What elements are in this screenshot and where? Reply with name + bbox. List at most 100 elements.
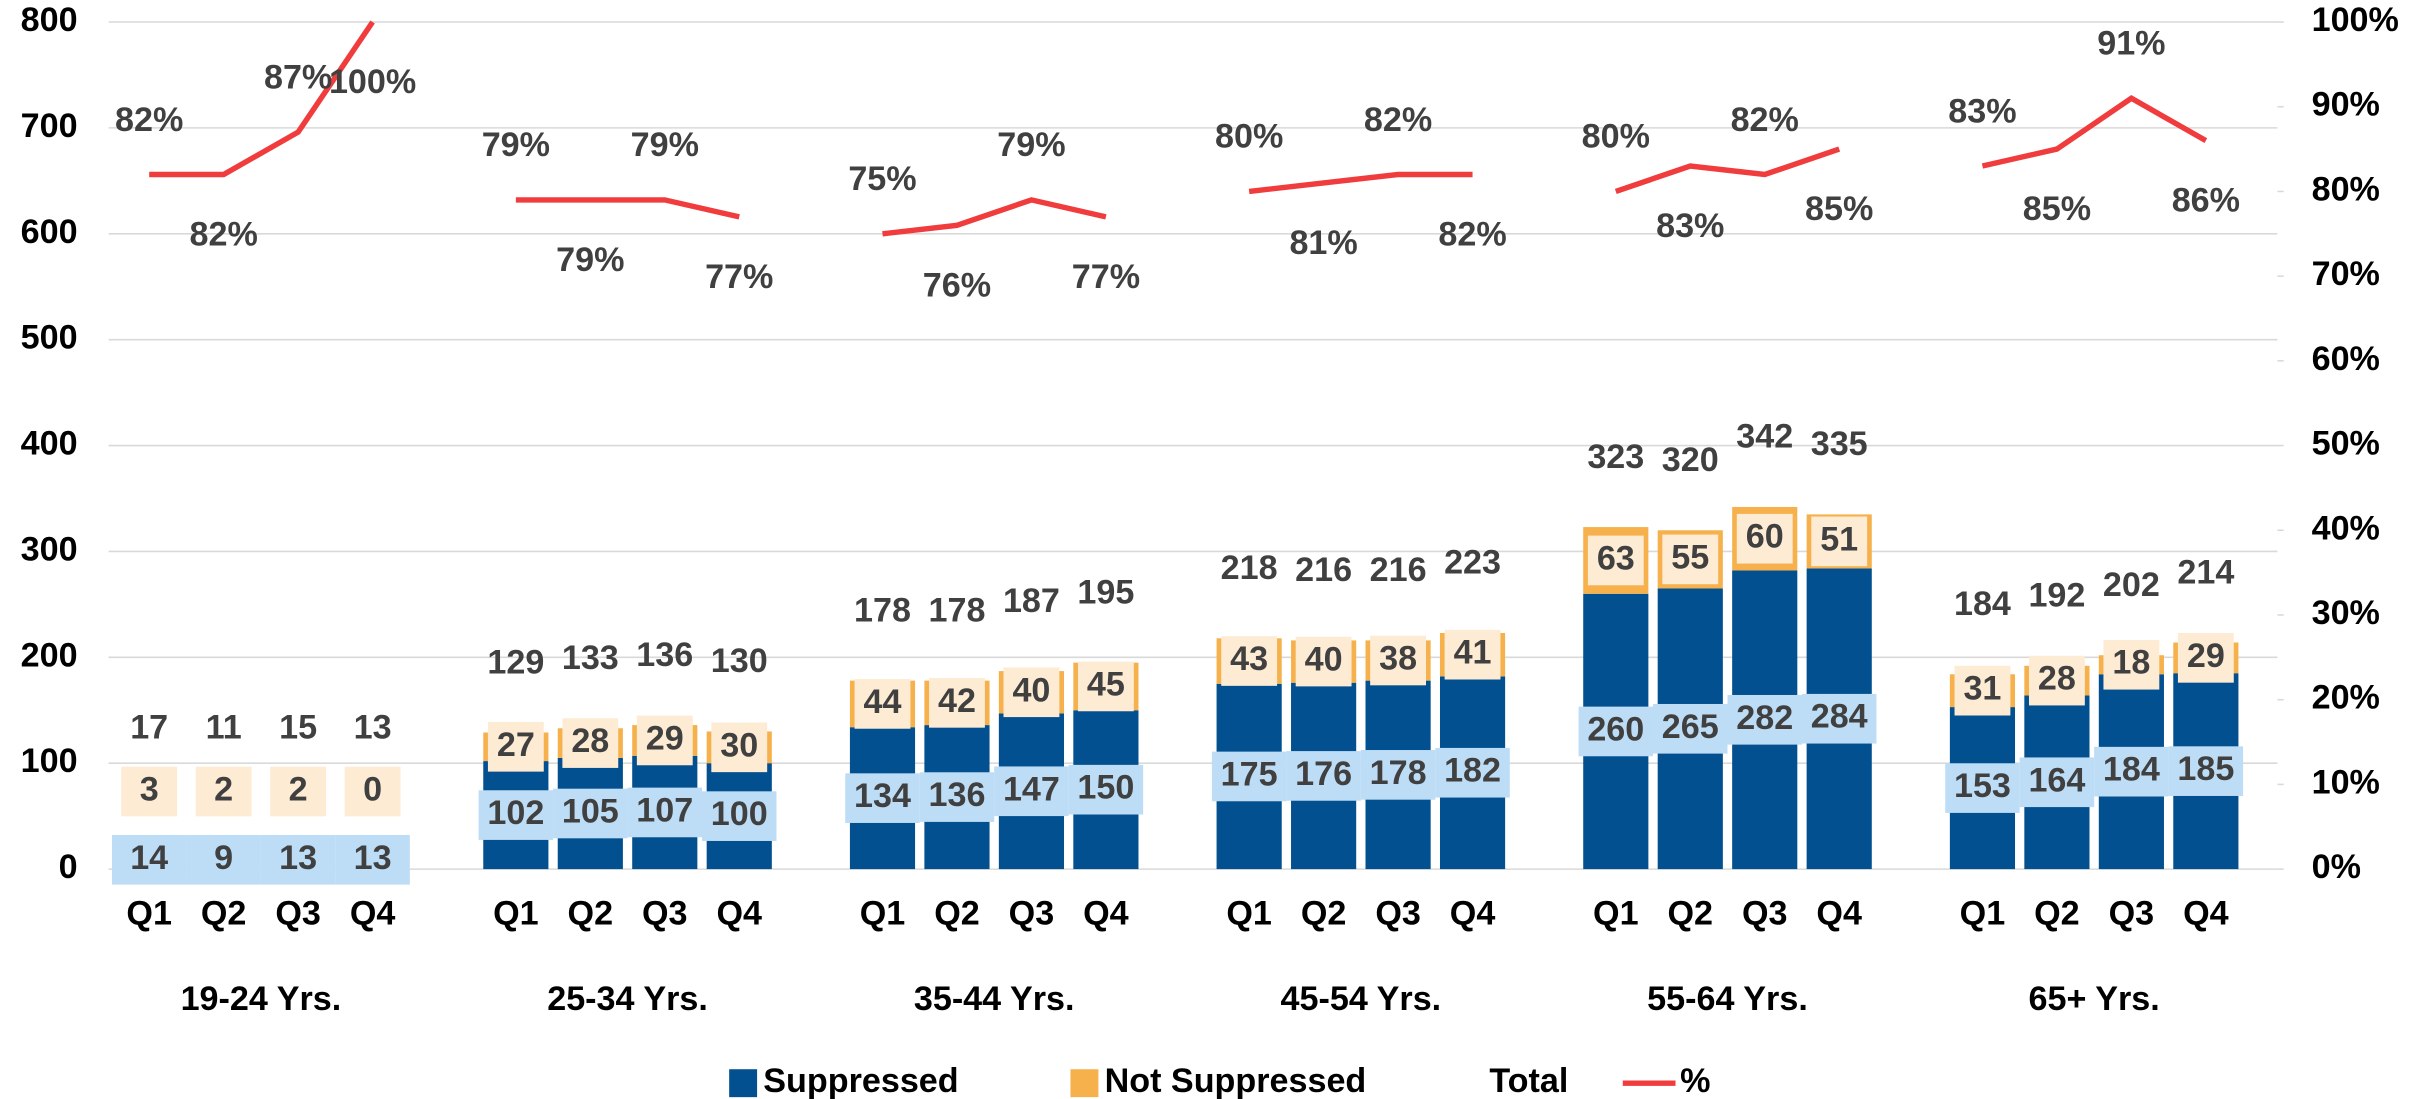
group-label: 25-34 Yrs. (547, 980, 708, 1018)
label-box (1003, 667, 1060, 718)
x-tick-label: Q1 (1960, 895, 2006, 933)
label-box (2094, 746, 2169, 797)
group-label: 45-54 Yrs. (1281, 980, 1442, 1018)
line-label: 80% (1582, 118, 1650, 156)
y-tick-label: 800 (21, 1, 78, 39)
total-label: 11 (206, 708, 242, 746)
data-label: 102 (487, 794, 544, 832)
total-label: 136 (636, 636, 693, 674)
x-tick-label: Q1 (493, 895, 539, 933)
x-tick-label: Q4 (1816, 895, 1862, 933)
line-label: 79% (631, 126, 699, 164)
x-tick-label: Q3 (642, 895, 688, 933)
label-box (1736, 513, 1793, 564)
x-tick-label: Q2 (2034, 895, 2080, 933)
data-label: 0 (363, 771, 382, 809)
total-label: 202 (2103, 566, 2160, 604)
y-tick-label: 400 (21, 425, 78, 463)
line-label: 77% (705, 258, 773, 296)
y2-tick-label: 80% (2312, 170, 2380, 208)
x-tick-label: Q4 (350, 895, 396, 933)
y-tick-label: 100 (21, 742, 78, 780)
label-box (1068, 764, 1144, 815)
x-tick-label: Q1 (126, 895, 172, 933)
label-box (121, 766, 178, 817)
line-label: 82% (115, 101, 183, 139)
total-label: 15 (279, 708, 317, 746)
legend-swatch (729, 1069, 758, 1098)
group-label: 19-24 Yrs. (181, 980, 342, 1018)
data-label: 42 (938, 682, 976, 720)
data-label: 184 (2103, 751, 2160, 789)
label-box (2168, 746, 2244, 796)
data-label: 2 (214, 771, 233, 809)
x-tick-label: Q2 (1667, 895, 1713, 933)
label-box (1370, 635, 1427, 686)
total-label: 216 (1295, 551, 1352, 589)
data-label: 40 (1012, 671, 1050, 709)
line-label: 85% (1805, 190, 1873, 228)
label-box (1727, 694, 1802, 745)
line-label: 76% (923, 266, 991, 304)
label-box (1662, 534, 1719, 585)
y2-tick-label: 70% (2312, 255, 2380, 293)
x-tick-label: Q3 (2109, 895, 2155, 933)
line-label: 83% (1656, 207, 1724, 245)
total-label: 13 (354, 708, 392, 746)
label-box (186, 834, 261, 885)
group-label: 55-64 Yrs. (1647, 980, 1808, 1018)
x-tick-label: Q2 (1301, 895, 1347, 933)
x-tick-label: Q4 (1083, 895, 1129, 933)
label-box (627, 787, 703, 838)
line (882, 197, 1107, 237)
data-label: 29 (2187, 637, 2225, 675)
label-box (1945, 763, 2020, 813)
data-label: 100 (711, 795, 768, 833)
data-label: 284 (1811, 698, 1868, 736)
line-label: 77% (1072, 258, 1140, 296)
data-label: 134 (854, 777, 911, 815)
label-box (195, 766, 252, 817)
x-tick-label: Q3 (275, 895, 321, 933)
label-box (1221, 636, 1278, 686)
y-tick-label: 700 (21, 107, 78, 145)
total-label: 216 (1370, 551, 1427, 589)
data-label: 147 (1003, 770, 1060, 808)
line-label: 82% (1364, 101, 1432, 139)
data-label: 28 (571, 722, 609, 760)
total-label: 223 (1444, 544, 1501, 582)
label-box (1286, 751, 1361, 801)
label-box (111, 834, 187, 885)
y-tick-label: 0 (59, 848, 78, 886)
label-box (2103, 639, 2160, 690)
group-label: 65+ Yrs. (2029, 980, 2160, 1018)
x-tick-label: Q4 (2183, 895, 2229, 933)
label-box (553, 788, 628, 839)
label-box (2019, 757, 2095, 808)
line-label: 85% (2023, 190, 2091, 228)
total-label: 178 (854, 591, 911, 629)
data-label: 282 (1736, 699, 1793, 737)
line-label: 83% (1948, 92, 2016, 130)
data-label: 2 (289, 771, 308, 809)
label-box (270, 766, 327, 817)
line-label: 75% (848, 160, 916, 198)
data-label: 38 (1379, 640, 1417, 678)
legend-swatch (1070, 1069, 1099, 1098)
y-tick-label: 200 (21, 636, 78, 674)
data-label: 107 (636, 791, 693, 829)
total-label: 320 (1662, 441, 1719, 479)
label-box (260, 834, 336, 885)
label-box (845, 773, 920, 823)
data-label: 9 (214, 839, 233, 877)
x-tick-label: Q4 (716, 895, 762, 933)
total-label: 17 (130, 708, 168, 746)
line-label: 82% (1438, 216, 1506, 254)
data-label: 63 (1597, 539, 1635, 577)
y2-tick-label: 50% (2312, 425, 2380, 463)
y2-tick-label: 40% (2312, 509, 2380, 547)
legend-label: Suppressed (763, 1062, 958, 1099)
label-box (2177, 633, 2234, 683)
y-tick-label: 600 (21, 213, 78, 251)
label-box (1077, 661, 1134, 712)
